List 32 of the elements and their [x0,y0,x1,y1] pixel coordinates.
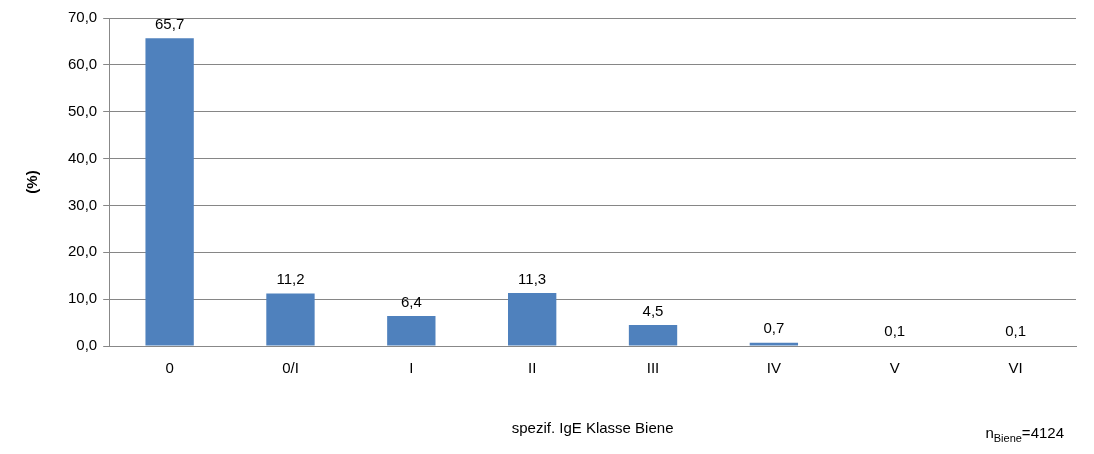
y-tick-label: 70,0 [67,8,98,26]
x-tick-label: V [889,359,900,377]
y-tick-label: 30,0 [67,195,98,213]
y-tick-label: 0,0 [76,336,98,354]
y-axis-title: (%) [23,170,41,194]
x-tick-label: 0 [165,359,174,377]
y-tick-label: 10,0 [67,289,98,307]
bar [508,293,557,346]
bar [266,293,315,346]
y-tick-label: 40,0 [67,148,98,166]
data-label: 6,4 [400,292,422,310]
data-label: 65,7 [155,14,185,32]
data-label: 0,1 [884,322,906,340]
bar [749,342,799,346]
x-tick-label: III [646,359,660,377]
y-tick-label: 20,0 [67,242,98,260]
data-label: 11,2 [276,270,305,288]
x-tick-label: VI [1008,359,1023,377]
y-tick-label: 50,0 [67,101,98,119]
data-label: 0,1 [1005,322,1026,340]
x-tick-label: IV [766,359,781,377]
x-tick-label: 0/I [282,359,299,377]
data-label: 11,3 [518,269,547,287]
bar [628,324,678,346]
bar [145,38,194,346]
x-tick-label: II [528,359,537,377]
data-label: 0,7 [763,319,785,337]
data-label: 4,5 [642,301,664,319]
y-tick-label: 60,0 [67,55,98,72]
x-axis-title: spezif. IgE Klasse Biene [511,419,674,437]
bar [387,316,436,346]
x-tick-label: I [409,359,414,377]
